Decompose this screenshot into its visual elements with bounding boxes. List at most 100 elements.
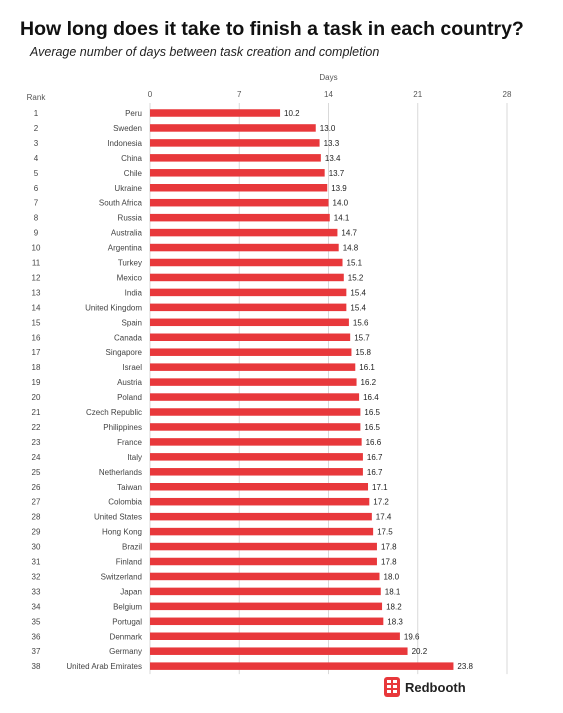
rank-label: 35 (32, 617, 41, 626)
rank-label: 21 (32, 408, 41, 417)
category-label: Australia (111, 229, 143, 238)
data-label: 16.7 (367, 453, 383, 462)
rank-label: 6 (34, 184, 39, 193)
bar (150, 333, 351, 341)
data-label: 23.8 (457, 662, 473, 671)
redbooth-logo-icon (384, 677, 400, 697)
bar (150, 438, 362, 446)
data-label: 17.4 (376, 513, 392, 522)
chart-subtitle: Average number of days between task crea… (30, 45, 380, 59)
category-label: Switzerland (101, 572, 142, 581)
data-label: 15.4 (350, 288, 366, 297)
data-label: 15.2 (348, 273, 364, 282)
category-label: Colombia (108, 498, 142, 507)
bar (150, 184, 328, 192)
category-label: Canada (114, 333, 143, 342)
data-label: 16.1 (359, 363, 375, 372)
x-tick-label: 7 (237, 90, 242, 99)
rank-label: 2 (34, 124, 39, 133)
category-label: Russia (118, 214, 143, 223)
rank-label: 27 (32, 498, 41, 507)
x-axis-title: Days (319, 73, 337, 82)
category-label: Israel (122, 363, 142, 372)
brand-name: Redbooth (405, 679, 466, 695)
bar (150, 378, 357, 386)
category-label: Netherlands (99, 468, 142, 477)
rank-label: 15 (32, 318, 41, 327)
category-label: Belgium (113, 602, 142, 611)
category-label: Argentina (108, 244, 143, 253)
bar (150, 139, 320, 147)
rank-label: 5 (34, 169, 39, 178)
x-tick-label: 14 (324, 90, 333, 99)
data-label: 16.5 (364, 408, 380, 417)
bar (150, 258, 343, 267)
bar (150, 557, 377, 566)
rank-label: 34 (32, 602, 41, 611)
data-label: 16.4 (363, 393, 379, 402)
bar (150, 512, 372, 521)
bar (150, 348, 352, 356)
bar (150, 109, 281, 117)
data-label: 14.0 (333, 199, 349, 208)
rank-label: 32 (32, 572, 41, 581)
rank-label: 3 (34, 139, 39, 148)
bar (150, 542, 377, 551)
rank-header: Rank (27, 93, 47, 102)
rank-label: 20 (32, 393, 41, 402)
category-label: Czech Republic (86, 408, 142, 417)
rank-label: 38 (32, 662, 41, 671)
data-label: 18.0 (384, 572, 400, 581)
rank-label: 30 (32, 543, 41, 552)
bar (150, 318, 349, 327)
data-label: 16.5 (364, 423, 380, 432)
bar (150, 243, 339, 252)
bar (150, 228, 338, 237)
data-label: 19.6 (404, 632, 420, 641)
category-label: Italy (127, 453, 142, 462)
bar (150, 647, 408, 655)
bar (150, 468, 363, 476)
data-label: 16.2 (361, 378, 377, 387)
data-label: 15.7 (354, 333, 370, 342)
category-label: Brazil (122, 543, 142, 552)
bar (150, 198, 329, 207)
category-label: South Africa (99, 199, 143, 208)
data-label: 14.8 (343, 244, 359, 253)
category-label: Japan (120, 587, 142, 596)
bar (150, 572, 380, 581)
data-label: 13.0 (320, 124, 336, 133)
category-label: Portugal (112, 617, 142, 626)
data-label: 13.7 (329, 169, 345, 178)
data-label: 13.3 (324, 139, 340, 148)
rank-label: 4 (34, 154, 39, 163)
rank-label: 24 (32, 453, 41, 462)
brand-logo: Redbooth (384, 677, 466, 697)
category-label: Ukraine (114, 184, 142, 193)
data-label: 16.6 (366, 438, 382, 447)
data-label: 17.2 (373, 498, 389, 507)
rank-label: 13 (32, 288, 41, 297)
category-label: United Kingdom (85, 303, 142, 312)
data-label: 18.2 (386, 602, 402, 611)
category-label: Taiwan (117, 483, 142, 492)
rank-label: 17 (32, 348, 41, 357)
rank-label: 8 (34, 214, 39, 223)
rank-label: 19 (32, 378, 41, 387)
bar (150, 527, 374, 536)
rank-label: 11 (32, 259, 41, 268)
x-tick-label: 28 (503, 90, 512, 99)
bar (150, 423, 361, 431)
data-label: 14.7 (341, 229, 357, 238)
bar (150, 632, 400, 640)
category-label: Philippines (103, 423, 142, 432)
x-tick-label: 21 (413, 90, 422, 99)
rank-label: 31 (32, 558, 41, 567)
bar (150, 587, 381, 596)
bar (150, 497, 370, 506)
category-label: United Arab Emirates (66, 662, 142, 671)
data-label: 15.6 (353, 318, 369, 327)
rank-label: 29 (32, 528, 41, 537)
category-label: Turkey (118, 259, 142, 268)
bar (150, 154, 321, 162)
